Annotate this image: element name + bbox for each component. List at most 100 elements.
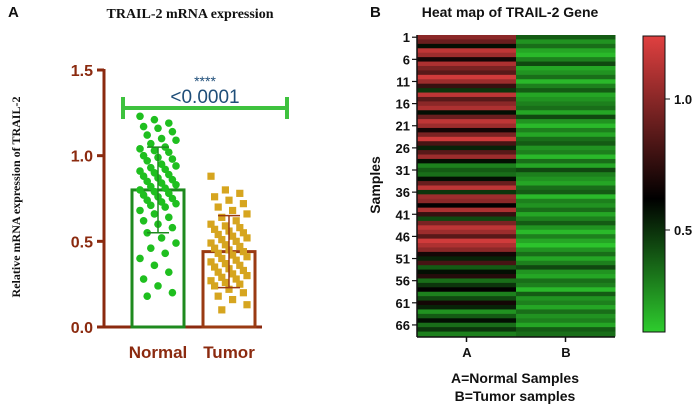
heatmap-cell (516, 101, 616, 107)
data-point-tumor (214, 203, 222, 211)
x-category-label-normal: Normal (129, 343, 188, 362)
heatmap-cell (417, 296, 517, 302)
heatmap-cell (417, 238, 517, 244)
data-point-tumor (239, 200, 247, 208)
data-point-normal (143, 131, 151, 139)
data-point-tumor (243, 210, 251, 218)
data-point-normal (139, 122, 148, 131)
y-tick-label: 0.5 (71, 234, 93, 251)
heatmap-cell (417, 229, 517, 235)
heatmap-cell (417, 256, 517, 262)
heatmap-cell (516, 243, 616, 248)
heatmap-cell (516, 331, 616, 337)
data-point-tumor (211, 263, 219, 271)
data-point-tumor (229, 251, 237, 259)
heatmap-cell (417, 327, 517, 333)
heatmap-cell (417, 158, 517, 164)
heatmap-cell (417, 132, 517, 138)
heatmap-cell (516, 114, 616, 120)
data-point-tumor (218, 306, 226, 314)
heatmap-cell (516, 278, 616, 284)
bar-chart-points (136, 112, 251, 314)
data-point-normal (165, 213, 173, 222)
heatmap-cell (516, 88, 616, 94)
panel-b-label: B (370, 4, 381, 21)
data-point-normal (147, 244, 155, 252)
heatmap-cell (516, 189, 616, 195)
heatmap-cell (516, 176, 616, 182)
data-point-tumor (221, 241, 229, 249)
data-point-normal (172, 162, 180, 170)
heatmap-column-label-a: A (462, 345, 472, 360)
heatmap-cell (417, 322, 517, 328)
data-point-tumor (214, 249, 222, 257)
heatmap-cell (516, 313, 616, 319)
heatmap-cell (516, 322, 616, 328)
x-category-label-tumor: Tumor (203, 343, 255, 362)
data-point-normal (168, 223, 177, 232)
heatmap-cell (516, 39, 616, 45)
heatmap-row-tick-label: 61 (396, 296, 410, 311)
heatmap-cell (417, 220, 517, 226)
heatmap-cell (417, 181, 517, 186)
heatmap-column-label-b: B (561, 345, 570, 360)
heatmap-cell (417, 243, 517, 248)
heatmap-row-tick-label: 21 (396, 119, 410, 134)
heatmap-cell (417, 150, 517, 156)
data-point-normal (147, 201, 155, 210)
heatmap-cell (516, 269, 616, 275)
heatmap-cell (417, 274, 517, 279)
data-point-tumor (239, 266, 247, 275)
data-point-tumor (236, 261, 244, 269)
data-point-tumor (236, 242, 244, 251)
data-point-tumor (218, 213, 226, 221)
data-point-tumor (211, 225, 219, 233)
y-tick-label: 0.0 (71, 320, 93, 337)
data-point-tumor (243, 234, 251, 242)
data-point-normal (168, 288, 177, 297)
heatmap-cell (516, 172, 616, 178)
data-point-tumor (211, 282, 219, 290)
heatmap-axes (416, 35, 615, 342)
heatmap-cell (516, 282, 616, 288)
data-point-tumor (207, 220, 215, 228)
heatmap-cell (417, 225, 517, 231)
heatmap-cell (417, 269, 517, 275)
data-point-normal (168, 155, 177, 163)
data-point-tumor (221, 278, 229, 287)
heatmap-cell (417, 287, 517, 293)
heatmap-cell (417, 318, 517, 324)
heatmap-cell (516, 79, 616, 85)
heatmap-cell (516, 318, 616, 324)
bar-chart-title: TRAIL-2 mRNA expression (107, 7, 274, 22)
data-point-tumor (225, 285, 233, 293)
heatmap-row-tick-label: 36 (396, 185, 410, 200)
data-point-normal (139, 216, 148, 225)
heatmap-cell (516, 256, 616, 262)
heatmap-cell (417, 331, 517, 337)
bar-chart: TRAIL-2 mRNA expression Relative mRNA ex… (9, 7, 289, 362)
bar-chart-ylabel: Relative mRNA expression of TRAIL-2 (9, 97, 23, 298)
heatmap-cell (516, 83, 616, 89)
heatmap-cell (516, 65, 616, 71)
data-point-normal (165, 268, 173, 276)
data-point-tumor (221, 222, 229, 230)
heatmap-cell (516, 119, 616, 125)
heatmap-cell (516, 265, 616, 271)
significance-bracket (121, 97, 289, 119)
data-point-normal (136, 206, 144, 215)
heatmap-row-tick-label: 46 (396, 229, 410, 244)
data-point-tumor (207, 258, 215, 266)
data-point-tumor (214, 292, 222, 300)
heatmap-cell (516, 305, 616, 310)
data-point-tumor (236, 224, 244, 232)
heatmap-cell (516, 150, 616, 156)
data-point-normal (161, 249, 169, 258)
heatmap-cell (417, 154, 517, 160)
data-point-tumor (232, 275, 240, 283)
heatmap-cell (516, 274, 616, 279)
heatmap-ylabel: Samples (367, 156, 383, 214)
heatmap-cell (417, 247, 517, 253)
data-point-normal (165, 119, 173, 127)
